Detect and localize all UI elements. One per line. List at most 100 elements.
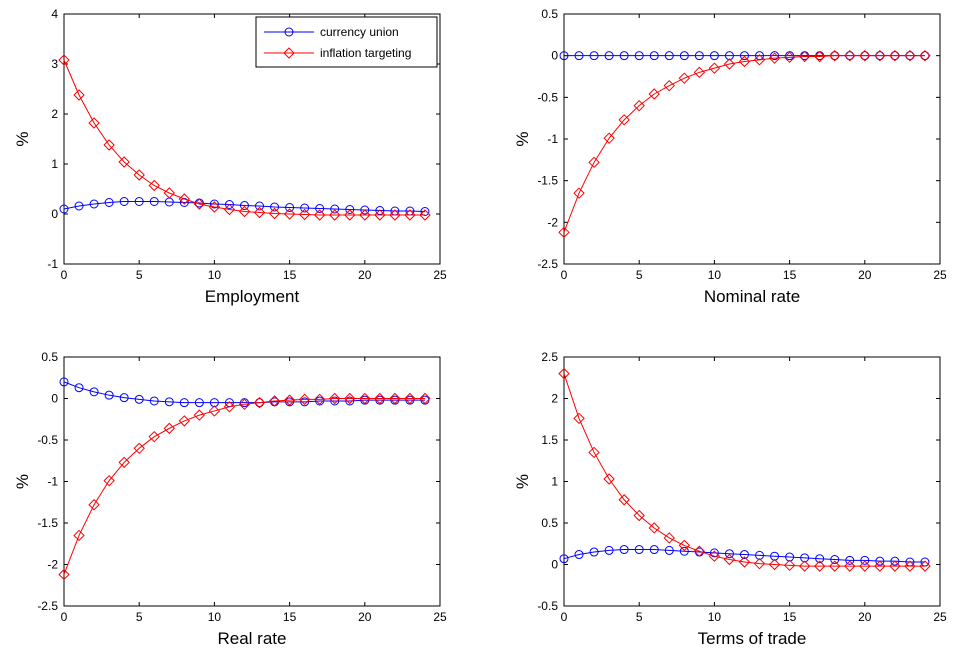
data-point bbox=[770, 51, 780, 61]
series-inflation-targeting bbox=[558, 367, 931, 572]
data-point bbox=[830, 555, 840, 565]
data-point bbox=[844, 560, 856, 572]
data-point bbox=[663, 532, 675, 544]
data-point bbox=[148, 179, 160, 192]
data-point bbox=[678, 539, 691, 552]
data-point bbox=[739, 550, 749, 560]
x-tick-label: 25 bbox=[433, 268, 447, 282]
data-point bbox=[694, 51, 704, 61]
data-point bbox=[753, 557, 766, 570]
data-point bbox=[634, 545, 644, 555]
data-point bbox=[73, 529, 85, 542]
data-point bbox=[649, 51, 659, 61]
data-point bbox=[330, 396, 340, 406]
chart-panel-3: 0 5 10 15 20 25 -2.5 -2 -1.5 -1 -0.5 0 0.5 Real rate% bbox=[13, 350, 447, 648]
data-point bbox=[904, 560, 916, 572]
data-point bbox=[829, 560, 841, 572]
series-inflation-targeting bbox=[58, 392, 431, 581]
data-point bbox=[374, 209, 386, 221]
data-point bbox=[73, 89, 85, 101]
data-point bbox=[574, 51, 584, 61]
series-line-inflation-targeting bbox=[563, 55, 925, 233]
data-point bbox=[298, 208, 311, 221]
data-point bbox=[768, 558, 781, 571]
data-point bbox=[119, 393, 129, 403]
data-point bbox=[904, 49, 916, 62]
data-point bbox=[724, 549, 734, 559]
data-point bbox=[329, 209, 341, 221]
y-tick-label: 3 bbox=[51, 57, 58, 71]
data-point bbox=[88, 117, 100, 129]
x-tick-label: 25 bbox=[933, 610, 947, 624]
x-tick-label: 0 bbox=[561, 268, 568, 282]
data-point bbox=[404, 392, 416, 405]
x-tick-label: 20 bbox=[858, 268, 872, 282]
data-point bbox=[589, 51, 599, 61]
x-tick-label: 25 bbox=[933, 268, 947, 282]
x-tick-label: 15 bbox=[783, 610, 797, 624]
data-point bbox=[119, 197, 129, 206]
data-point bbox=[890, 556, 900, 566]
data-point bbox=[238, 398, 251, 411]
data-point bbox=[89, 387, 99, 397]
x-tick-label: 0 bbox=[61, 268, 68, 282]
x-tick-label: 10 bbox=[208, 268, 222, 282]
data-point bbox=[919, 49, 931, 62]
data-point bbox=[315, 204, 325, 213]
data-point bbox=[118, 156, 130, 168]
data-point bbox=[253, 396, 266, 409]
data-point bbox=[148, 430, 160, 443]
y-tick-label: 2 bbox=[551, 392, 558, 406]
data-point bbox=[844, 49, 856, 62]
x-tick-label: 15 bbox=[283, 268, 297, 282]
data-point bbox=[618, 114, 630, 126]
data-point bbox=[829, 49, 841, 62]
data-point bbox=[253, 206, 266, 219]
data-point bbox=[239, 201, 249, 210]
data-point bbox=[889, 560, 901, 572]
y-tick-label: 1.5 bbox=[541, 433, 558, 447]
data-point bbox=[783, 51, 796, 64]
data-point bbox=[709, 51, 719, 61]
x-tick-label: 10 bbox=[708, 268, 722, 282]
data-point bbox=[149, 396, 159, 406]
series-line-inflation-targeting bbox=[63, 398, 425, 575]
y-tick-label: 1 bbox=[51, 157, 58, 171]
data-point bbox=[208, 405, 221, 417]
data-point bbox=[723, 58, 736, 70]
data-point bbox=[603, 132, 615, 144]
data-point bbox=[345, 396, 355, 406]
data-point bbox=[739, 51, 749, 61]
y-tick-label: 0.5 bbox=[41, 350, 58, 364]
data-point bbox=[74, 383, 84, 393]
x-tick-label: 5 bbox=[136, 268, 143, 282]
data-point bbox=[633, 99, 645, 112]
data-point bbox=[330, 204, 340, 214]
data-point bbox=[134, 197, 144, 206]
data-point bbox=[874, 49, 886, 62]
plot-area bbox=[563, 356, 941, 607]
data-point bbox=[344, 392, 356, 405]
x-axis-label: Real rate bbox=[218, 629, 287, 648]
data-point bbox=[588, 446, 600, 459]
x-tick-label: 10 bbox=[708, 610, 722, 624]
y-tick-label: -2.5 bbox=[37, 599, 58, 613]
y-tick-label: -0.5 bbox=[537, 599, 558, 613]
data-point bbox=[559, 51, 569, 61]
y-tick-label: 0.5 bbox=[541, 7, 558, 21]
data-point bbox=[345, 205, 355, 214]
data-point bbox=[360, 205, 370, 215]
data-point bbox=[663, 79, 675, 92]
legend-marker bbox=[283, 47, 295, 59]
data-point bbox=[149, 197, 159, 206]
data-point bbox=[238, 205, 251, 218]
data-point bbox=[589, 547, 599, 557]
data-point bbox=[604, 51, 614, 61]
y-tick-label: 0.5 bbox=[541, 516, 558, 530]
legend-box bbox=[255, 16, 438, 68]
data-point bbox=[133, 442, 145, 455]
data-point bbox=[874, 560, 886, 572]
data-point bbox=[559, 554, 569, 564]
x-tick-label: 25 bbox=[433, 610, 447, 624]
data-point bbox=[374, 392, 386, 405]
